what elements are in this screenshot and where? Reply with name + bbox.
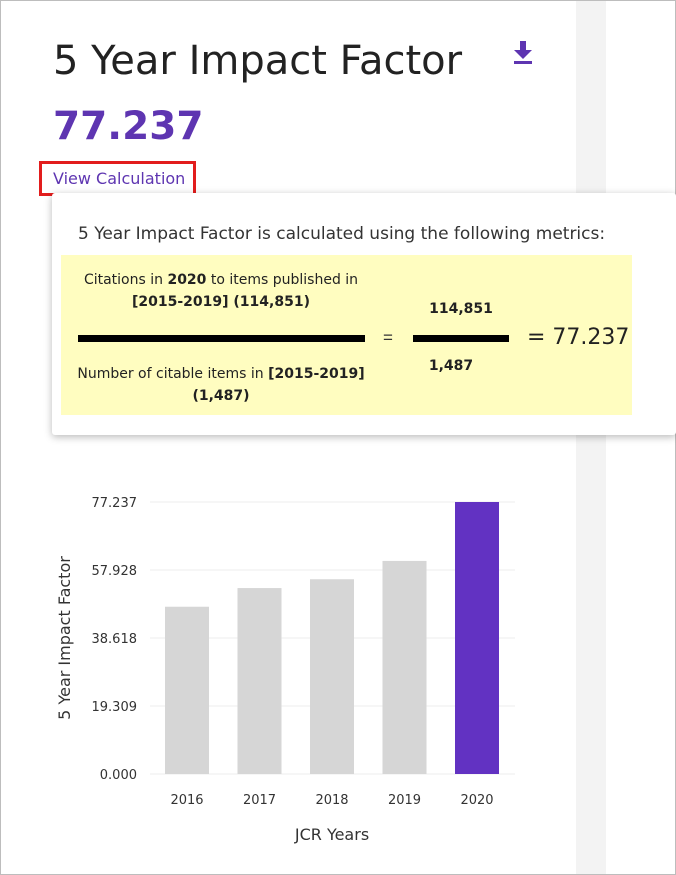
- x-tick-label: 2019: [388, 793, 421, 808]
- y-tick-label: 77.237: [92, 496, 138, 511]
- fraction-bar-large: [78, 335, 365, 342]
- denominator-range: [2015-2019]: [268, 366, 365, 382]
- page-title: 5 Year Impact Factor: [53, 38, 463, 84]
- x-tick-label: 2016: [170, 793, 203, 808]
- numerator-description: Citations in 2020 to items published in …: [71, 269, 371, 313]
- x-tick-label: 2018: [315, 793, 348, 808]
- x-axis-title: JCR Years: [294, 825, 369, 844]
- numerator-year: 2020: [167, 272, 207, 288]
- view-calculation-link[interactable]: View Calculation: [39, 161, 196, 196]
- bar-2019: [382, 560, 427, 774]
- numerator-range: [2015-2019] (114,851): [132, 294, 310, 310]
- denominator-prefix: Number of citable items in: [77, 366, 269, 382]
- calculation-popup: 5 Year Impact Factor is calculated using…: [52, 193, 676, 435]
- y-tick-label: 38.618: [92, 632, 138, 647]
- impact-factor-chart: 0.000 19.309 38.618 57.928 77.237 2016 2017 201…: [55, 496, 515, 844]
- calculation-intro: 5 Year Impact Factor is calculated using…: [78, 224, 606, 244]
- x-tick-label: 2017: [243, 793, 276, 808]
- x-tick-label: 2020: [460, 793, 493, 808]
- numerator-value: 114,851: [429, 301, 493, 317]
- y-tick-label: 19.309: [92, 700, 138, 715]
- calculation-result: = 77.237: [527, 325, 630, 350]
- denominator-description: Number of citable items in [2015-2019] (…: [71, 363, 371, 407]
- bar-2017: [237, 588, 282, 774]
- denominator-count: (1,487): [192, 388, 250, 404]
- fraction-bar-small: [413, 335, 509, 342]
- impact-factor-value: 77.237: [53, 104, 204, 149]
- numerator-middle: to items published in: [206, 272, 359, 288]
- bar-2018: [310, 579, 354, 774]
- denominator-value: 1,487: [428, 358, 474, 374]
- y-axis-title: 5 Year Impact Factor: [55, 556, 74, 720]
- bar-2016: [165, 606, 209, 774]
- formula-box: Citations in 2020 to items published in …: [61, 255, 632, 415]
- numerator-prefix: Citations in: [83, 272, 168, 288]
- equals-sign: =: [383, 328, 393, 347]
- download-icon[interactable]: [510, 38, 536, 68]
- y-tick-label: 0.000: [100, 768, 137, 783]
- bar-2020: [455, 502, 499, 774]
- side-gutter: [576, 1, 606, 874]
- y-tick-label: 57.928: [92, 564, 138, 579]
